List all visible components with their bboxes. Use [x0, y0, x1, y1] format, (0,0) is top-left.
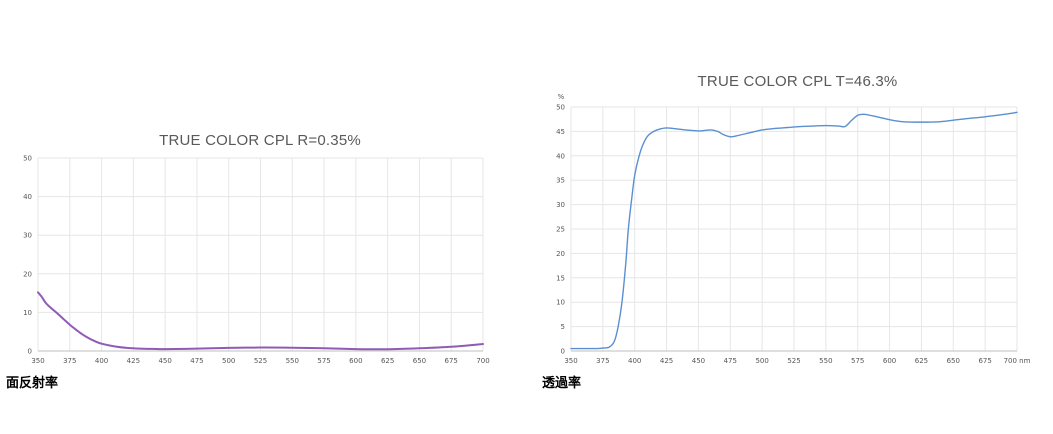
y-tick-label: 25 [556, 226, 565, 234]
chart-title: TRUE COLOR CPL R=0.35% [159, 132, 361, 149]
y-tick-label: 45 [556, 128, 565, 136]
reflectance-chart: TRUE COLOR CPL R=0.35% 350 375 400 425 450 47… [0, 120, 500, 370]
y-tick-label: 30 [556, 201, 565, 209]
y-tick-label: 10 [556, 299, 565, 307]
x-tick-label: 425 [660, 357, 673, 365]
x-tick-label: 550 [819, 357, 832, 365]
y-tick-label: 40 [556, 152, 565, 160]
y-tick-label: 15 [556, 274, 565, 282]
x-tick-label: 575 [851, 357, 864, 365]
x-tick-label: 575 [317, 357, 330, 365]
x-tick-label: 525 [254, 357, 267, 365]
y-tick-label: 10 [23, 309, 32, 317]
reflectance-plot: 350 375 400 425 450 475 500 525 550 575 600 625 650 6… [23, 155, 490, 366]
y-tick-label: 50 [23, 155, 32, 163]
x-tick-label: 450 [158, 357, 171, 365]
y-tick-label: 40 [23, 193, 32, 201]
x-tick-label: 400 [95, 357, 108, 365]
y-unit-label: % [558, 93, 565, 101]
x-tick-label: 400 [628, 357, 641, 365]
x-tick-label: 350 [31, 357, 44, 365]
x-tick-label: 500 [222, 357, 235, 365]
x-tick-label: 550 [286, 357, 299, 365]
x-tick-label: 500 [755, 357, 768, 365]
y-tick-label: 50 [556, 104, 565, 112]
x-tick-label: 600 [883, 357, 896, 365]
x-tick-label: 625 [915, 357, 928, 365]
reflectance-caption: 面反射率 [6, 375, 59, 390]
x-tick-label: 700 nm [1004, 357, 1031, 365]
x-tick-label: 625 [381, 357, 394, 365]
transmittance-plot: 350 375 400 425 450 475 500 525 550 575 600 625 650 6… [556, 93, 1031, 365]
x-tick-label: 350 [564, 357, 577, 365]
series-line [37, 291, 484, 351]
y-tick-label: 35 [556, 177, 565, 185]
x-tick-label: 475 [190, 357, 203, 365]
x-tick-label: 375 [596, 357, 609, 365]
x-tick-label: 700 [476, 357, 489, 365]
y-tick-label: 20 [23, 270, 32, 278]
chart-title: TRUE COLOR CPL T=46.3% [697, 73, 898, 90]
transmittance-caption: 透過率 [542, 375, 582, 390]
x-tick-label: 675 [445, 357, 458, 365]
y-tick-label: 30 [23, 232, 32, 240]
y-tick-label: 5 [561, 323, 565, 331]
y-tick-label: 20 [556, 250, 565, 258]
x-tick-label: 675 [978, 357, 991, 365]
x-tick-label: 525 [787, 357, 800, 365]
transmittance-chart: TRUE COLOR CPL T=46.3% 350 375 400 425 450 47… [532, 65, 1053, 370]
x-tick-label: 650 [947, 357, 960, 365]
series-line [570, 111, 1018, 350]
x-tick-label: 475 [724, 357, 737, 365]
x-tick-label: 450 [692, 357, 705, 365]
x-tick-label: 650 [413, 357, 426, 365]
y-tick-label: 0 [28, 348, 32, 356]
x-tick-label: 425 [127, 357, 140, 365]
y-tick-label: 0 [561, 348, 565, 356]
x-tick-label: 600 [349, 357, 362, 365]
x-tick-label: 375 [63, 357, 76, 365]
